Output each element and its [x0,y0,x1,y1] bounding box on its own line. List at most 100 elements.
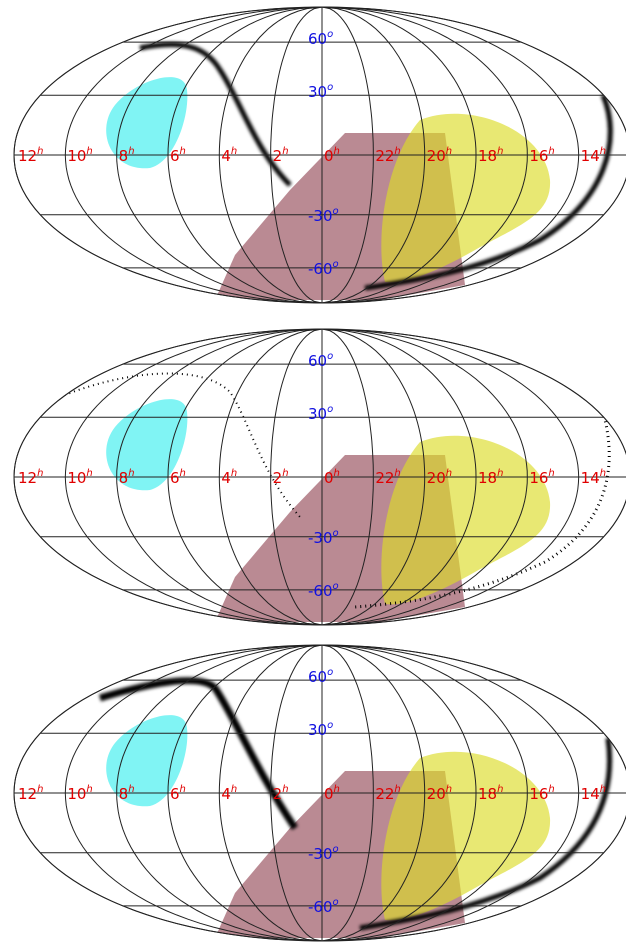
dec-unit: o [327,29,333,40]
ra-label: 0h [324,468,340,487]
dec-value: 30 [308,83,327,101]
ra-label: 20h [427,784,452,803]
ra-unit: h [231,146,237,157]
ra-hour: 8 [119,785,129,803]
ra-hour: 18 [478,785,497,803]
ra-label: 2h [273,146,289,165]
map-panel: 12h 10h 8h 6h 4h 2h 0h 22h 20h 18h 16h 14h60o30o-30… [13,328,626,626]
dec-value: -30 [308,845,333,863]
ra-unit: h [334,468,340,479]
ra-unit: h [600,146,606,157]
ra-label: 4h [221,146,237,165]
dec-unit: o [333,528,339,539]
ra-hour: 2 [273,469,283,487]
ra-label: 16h [529,468,554,487]
ra-label: 10h [67,468,92,487]
ra-unit: h [548,146,554,157]
ra-label: 10h [67,784,92,803]
ra-hour: 10 [67,469,86,487]
ra-label: 20h [427,146,452,165]
ra-hour: 2 [273,785,283,803]
ra-hour: 16 [529,147,548,165]
ra-unit: h [180,468,186,479]
dec-label: -60o [308,897,339,916]
ra-label: 6h [170,468,186,487]
map-panel: 12h 10h 8h 6h 4h 2h 0h 22h 20h 18h 16h 14h60o30o-30… [13,6,626,304]
ra-unit: h [37,784,43,795]
ra-hour: 12 [18,147,37,165]
ra-hour: 6 [170,147,180,165]
dec-value: -30 [308,529,333,547]
dec-unit: o [333,844,339,855]
ra-hour: 14 [581,469,600,487]
ra-label: 22h [375,146,400,165]
ra-unit: h [282,784,288,795]
ra-hour: 0 [324,147,334,165]
ra-hour: 8 [119,469,129,487]
dec-value: -60 [308,260,333,278]
ra-unit: h [446,468,452,479]
ra-label: 18h [478,468,503,487]
ra-hour: 20 [427,469,446,487]
dec-label: 60o [308,667,333,686]
dec-label: 60o [308,351,333,370]
ra-hour: 18 [478,147,497,165]
dec-unit: o [333,897,339,908]
ra-hour: 10 [67,785,86,803]
ra-unit: h [334,146,340,157]
ra-hour: 0 [324,785,334,803]
dec-label: -30o [308,206,339,225]
ra-hour: 12 [18,469,37,487]
dec-unit: o [327,82,333,93]
ra-hour: 22 [375,147,394,165]
ra-hour: 10 [67,147,86,165]
ra-unit: h [600,784,606,795]
ra-unit: h [394,468,400,479]
ra-hour: 4 [221,147,231,165]
ra-label: 4h [221,468,237,487]
ra-unit: h [497,468,503,479]
ra-unit: h [231,784,237,795]
ra-hour: 22 [375,469,394,487]
map-panel: 12h 10h 8h 6h 4h 2h 0h 22h 20h 18h 16h 14h60o30o-30… [13,644,626,942]
ra-hour: 22 [375,785,394,803]
ra-unit: h [446,784,452,795]
sky-boundary [13,6,626,304]
ra-unit: h [37,468,43,479]
dec-unit: o [333,581,339,592]
dec-value: -60 [308,582,333,600]
dec-label: 30o [308,404,333,423]
sky-boundary [13,328,626,626]
dec-unit: o [327,351,333,362]
ra-label: 8h [119,468,135,487]
ra-label: 2h [273,784,289,803]
dec-value: 60 [308,668,327,686]
ra-unit: h [497,146,503,157]
dec-value: 60 [308,30,327,48]
ra-unit: h [548,468,554,479]
ra-label: 4h [221,784,237,803]
ra-unit: h [497,784,503,795]
ra-hour: 16 [529,785,548,803]
ra-label: 12h [18,784,43,803]
ra-hour: 16 [529,469,548,487]
dec-label: -30o [308,528,339,547]
ra-label: 6h [170,146,186,165]
ra-unit: h [37,146,43,157]
ra-hour: 20 [427,147,446,165]
ra-label: 14h [581,468,606,487]
dec-label: 60o [308,29,333,48]
ra-unit: h [394,784,400,795]
ra-unit: h [231,468,237,479]
dec-label: -30o [308,844,339,863]
ra-label: 22h [375,784,400,803]
dec-label: -60o [308,581,339,600]
dec-label: 30o [308,82,333,101]
ra-hour: 18 [478,469,497,487]
ra-hour: 14 [581,147,600,165]
ra-hour: 12 [18,785,37,803]
sky-boundary [13,644,626,942]
ra-hour: 6 [170,785,180,803]
ra-unit: h [282,146,288,157]
